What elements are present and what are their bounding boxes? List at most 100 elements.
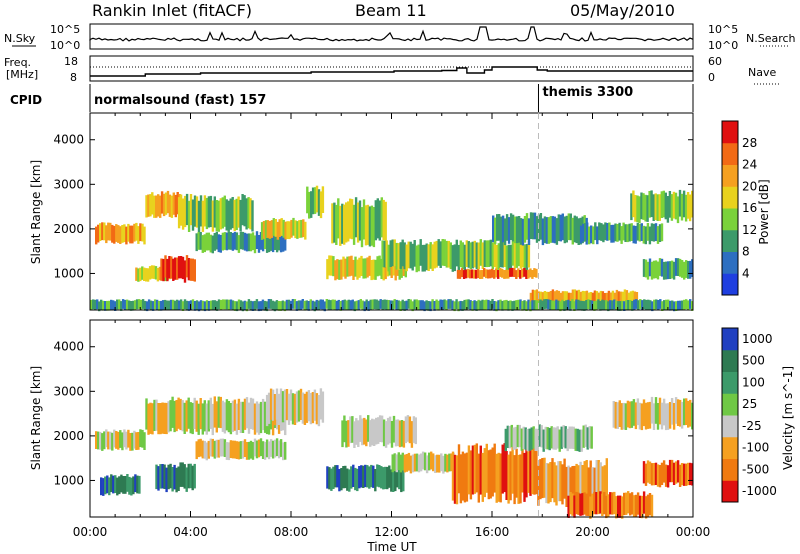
echo-cell: [591, 493, 594, 516]
echo-cell: [642, 225, 645, 244]
echo-cell: [661, 301, 664, 311]
echo-cell: [300, 219, 303, 238]
echo-cell: [390, 421, 394, 448]
echo-cell: [223, 402, 227, 434]
echo-cell: [271, 440, 275, 459]
echo-cell: [523, 267, 526, 277]
echo-cell: [423, 452, 427, 471]
echo-cell: [417, 244, 420, 272]
echo-cell: [253, 235, 257, 254]
echo-cell: [584, 223, 587, 241]
colorbar-tick-label: -500: [742, 462, 769, 476]
echo-cell: [485, 299, 488, 310]
echo-cell: [102, 300, 105, 311]
echo-cell: [99, 223, 102, 241]
echo-cell: [581, 493, 584, 516]
echo-cell: [479, 239, 482, 266]
echo-cell: [448, 453, 451, 472]
velocity-y-axis-label: Slant Range [km]: [29, 366, 43, 470]
colorbar-swatch: [722, 142, 738, 165]
echo-cell: [269, 439, 273, 457]
echo-cell: [467, 445, 471, 495]
echo-cell: [509, 300, 512, 311]
echo-cell: [555, 290, 559, 306]
nave-right-tick-bottom: 0: [708, 71, 715, 84]
echo-cell: [243, 398, 247, 430]
echo-cell: [459, 240, 462, 268]
echo-cell: [396, 419, 400, 447]
echo-cell: [515, 300, 518, 310]
echo-cell: [671, 300, 674, 311]
echo-cell: [498, 214, 501, 241]
echo-cell: [235, 403, 239, 435]
echo-cell: [597, 491, 600, 515]
echo-cell: [663, 300, 666, 310]
y-tick-label: 4000: [53, 340, 84, 354]
velocity-colorbar-label: Velocity [m s^-1]: [781, 366, 795, 470]
echo-cell: [405, 244, 408, 272]
echo-cell: [343, 204, 346, 245]
echo-cell: [439, 299, 442, 310]
echo-cell: [553, 300, 556, 311]
echo-cell: [177, 397, 180, 429]
echo-cell: [227, 231, 231, 250]
echo-cell: [668, 459, 672, 483]
echo-cell: [197, 301, 201, 312]
echo-cell: [575, 491, 578, 515]
echo-cell: [430, 451, 433, 470]
echo-cell: [599, 290, 603, 307]
echo-cell: [303, 300, 306, 311]
echo-cell: [281, 300, 285, 311]
echo-cell: [624, 403, 628, 430]
echo-cell: [231, 300, 235, 311]
echo-cell: [185, 467, 188, 492]
echo-cell: [603, 492, 606, 515]
echo-cell: [510, 424, 513, 448]
echo-cell: [265, 394, 269, 427]
echo-cell: [674, 192, 678, 220]
echo-cell: [491, 447, 494, 497]
echo-cell: [151, 192, 154, 215]
echo-cell: [317, 300, 320, 311]
station-title: Rankin Inlet (fitACF): [92, 1, 252, 20]
echo-cell: [534, 428, 537, 451]
echo-cell: [183, 260, 187, 283]
echo-cell: [394, 419, 398, 447]
echo-cell: [149, 402, 152, 434]
power-colorbar-label: Power [dB]: [757, 179, 771, 244]
echo-cell: [243, 300, 247, 311]
echo-cell: [610, 224, 613, 243]
echo-cell: [299, 300, 303, 311]
echo-cell: [205, 403, 208, 435]
echo-cell: [481, 452, 484, 502]
echo-cell: [429, 242, 432, 269]
echo-cell: [165, 467, 168, 493]
echo-cell: [283, 301, 287, 312]
echo-cell: [201, 403, 204, 435]
echo-cell: [525, 243, 529, 271]
echo-cell: [152, 265, 156, 279]
echo-cell: [562, 425, 565, 448]
echo-cell: [162, 193, 166, 217]
echo-cell: [249, 397, 253, 429]
nave-right-tick-top: 60: [708, 55, 722, 68]
echo-cell: [137, 226, 140, 244]
echo-cell: [549, 291, 553, 307]
echo-cell: [664, 403, 668, 431]
colorbar-swatch: [722, 436, 738, 459]
echo-cell: [525, 213, 529, 240]
echo-cell: [415, 299, 418, 310]
echo-cell: [650, 494, 654, 518]
echo-cell: [483, 448, 486, 498]
echo-cell: [101, 222, 104, 241]
echo-cell: [650, 190, 653, 218]
echo-cell: [410, 421, 414, 448]
power-y-axis-label: Slant Range [km]: [29, 160, 43, 264]
echo-cell: [483, 267, 486, 277]
echo-cell: [545, 217, 549, 244]
echo-cell: [346, 256, 349, 277]
echo-cell: [541, 218, 545, 246]
echo-cell: [319, 191, 323, 219]
echo-cell: [585, 493, 588, 516]
echo-cell: [597, 460, 600, 501]
